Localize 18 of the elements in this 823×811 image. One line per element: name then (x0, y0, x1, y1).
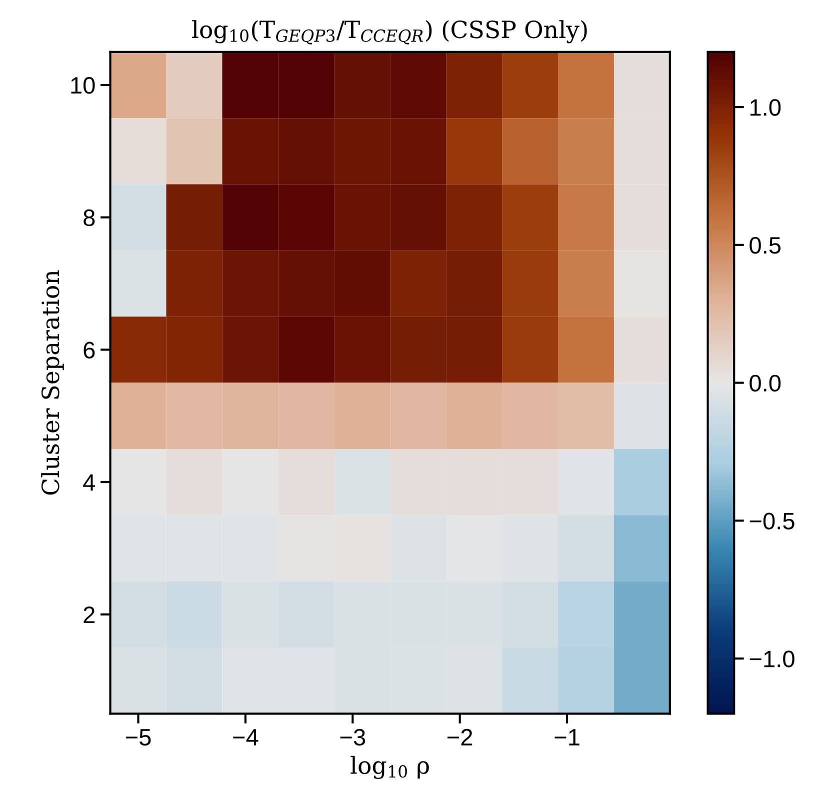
x-tick-label: −1 (554, 729, 580, 746)
x-tick-label: −2 (448, 728, 472, 746)
y-tick-label: 8 (84, 209, 95, 226)
x-tick-label: −4 (233, 729, 258, 746)
y-tick-label: 2 (84, 606, 95, 623)
color-bar-label: −0.5 (750, 512, 794, 530)
x-tick-label: −5 (126, 729, 151, 746)
x-axis-title: log$_{10}$ ρ (350, 756, 429, 780)
y-tick-label: 4 (83, 474, 96, 491)
color-bar-label: −1.0 (750, 650, 794, 668)
y-axis-title: Cluster Separation (41, 270, 64, 495)
y-tick-label: 10 (71, 77, 95, 94)
color-bar-label: 1.0 (750, 99, 781, 116)
y-tick-label: 6 (84, 342, 95, 358)
x-tick-label: −3 (340, 728, 366, 746)
color-bar-label: 0.0 (750, 374, 781, 392)
color-bar-label: 0.5 (750, 236, 781, 254)
chart-title: log$_{10}$(T$_{GEQP3}$/T$_{CCEQR}$) (CSSP Only) (192, 20, 587, 44)
